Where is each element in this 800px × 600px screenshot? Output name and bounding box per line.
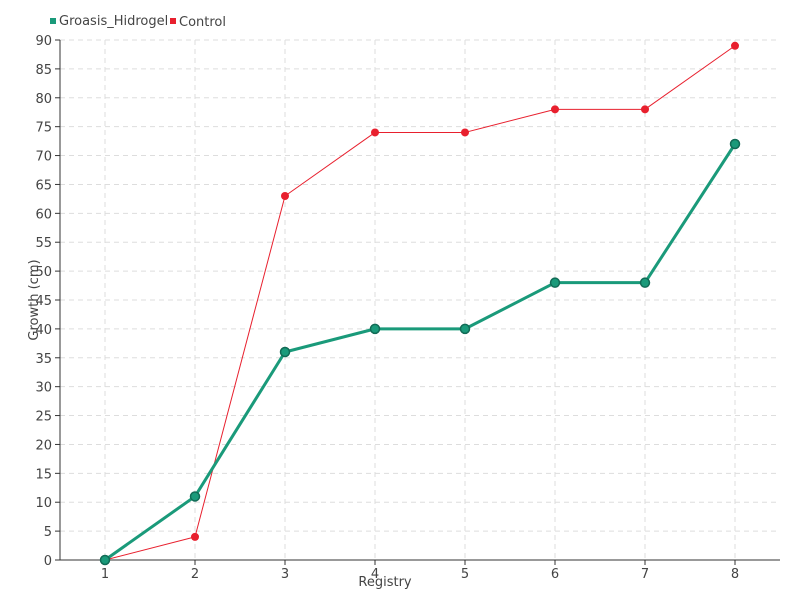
x-tick-label-6: 6: [551, 567, 559, 582]
data-point-control-6[interactable]: [551, 105, 559, 114]
legend-item-groasis-hidrogel[interactable]: Groasis_Hidrogel: [50, 14, 168, 29]
y-axis-ticks: 0 5 10 15 20 25 30 35 40 45 50 55 60 65 70 75 80 85 90: [35, 34, 60, 569]
x-tick-label-2: 2: [191, 567, 199, 582]
y-tick-label-50: 50: [35, 265, 52, 280]
legend-label-control: Control: [179, 15, 226, 30]
grid: [60, 39, 780, 560]
y-tick-label-60: 60: [35, 207, 52, 222]
series-layer: [99, 41, 741, 566]
legend-swatch-groasis-hidrogel: [50, 18, 56, 24]
y-tick-label-35: 35: [35, 352, 52, 367]
data-point-groasis-hidrogel-7[interactable]: [639, 277, 651, 288]
data-point-control-8[interactable]: [731, 41, 739, 50]
data-point-control-5[interactable]: [461, 128, 469, 137]
x-tick-label-4: 4: [371, 567, 379, 582]
series-line-groasis-hidrogel: [104, 143, 737, 562]
series-line-control: [104, 45, 736, 561]
y-tick-label-15: 15: [35, 467, 52, 482]
y-tick-label-80: 80: [35, 92, 52, 107]
y-tick-label-10: 10: [35, 496, 52, 511]
x-tick-label-1: 1: [101, 567, 109, 582]
x-axis-ticks: 1 2 3 4 5 6 7 8: [101, 560, 739, 582]
y-tick-label-25: 25: [35, 410, 52, 425]
y-tick-label-90: 90: [35, 34, 52, 49]
data-point-control-2[interactable]: [191, 532, 199, 541]
data-point-control-4[interactable]: [371, 128, 379, 137]
y-axis-title: Growth (cm): [27, 259, 42, 340]
y-tick-label-0: 0: [44, 554, 52, 569]
legend-label-groasis-hidrogel: Groasis_Hidrogel: [59, 14, 168, 29]
data-point-groasis-hidrogel-1[interactable]: [99, 554, 111, 566]
series-control: [101, 41, 739, 564]
x-tick-label-7: 7: [641, 567, 649, 582]
y-tick-label-55: 55: [35, 236, 52, 251]
data-point-groasis-hidrogel-6[interactable]: [549, 277, 561, 288]
y-tick-label-5: 5: [44, 525, 52, 540]
series-groasis-hidrogel: [99, 138, 741, 566]
y-tick-label-30: 30: [35, 381, 52, 396]
y-tick-label-75: 75: [35, 121, 52, 136]
legend-swatch-control: [170, 18, 176, 24]
data-point-groasis-hidrogel-3[interactable]: [279, 346, 291, 358]
data-point-groasis-hidrogel-2[interactable]: [189, 491, 201, 502]
data-point-groasis-hidrogel-4[interactable]: [369, 323, 381, 335]
data-point-groasis-hidrogel-8[interactable]: [729, 138, 741, 150]
x-tick-label-5: 5: [461, 567, 469, 582]
y-tick-label-85: 85: [35, 63, 52, 78]
y-tick-label-40: 40: [35, 323, 52, 338]
data-point-control-7[interactable]: [641, 105, 649, 114]
y-tick-label-20: 20: [35, 438, 52, 453]
y-tick-label-65: 65: [35, 178, 52, 193]
x-axis-title: Registry: [358, 575, 412, 590]
x-tick-label-8: 8: [731, 567, 739, 582]
x-tick-label-3: 3: [281, 567, 289, 582]
y-tick-label-45: 45: [35, 294, 52, 309]
legend-item-control[interactable]: Control: [170, 15, 226, 30]
data-point-control-3[interactable]: [281, 192, 289, 200]
data-point-groasis-hidrogel-5[interactable]: [459, 323, 471, 335]
y-tick-label-70: 70: [35, 150, 52, 165]
legend: Groasis_Hidrogel Control: [50, 14, 226, 30]
